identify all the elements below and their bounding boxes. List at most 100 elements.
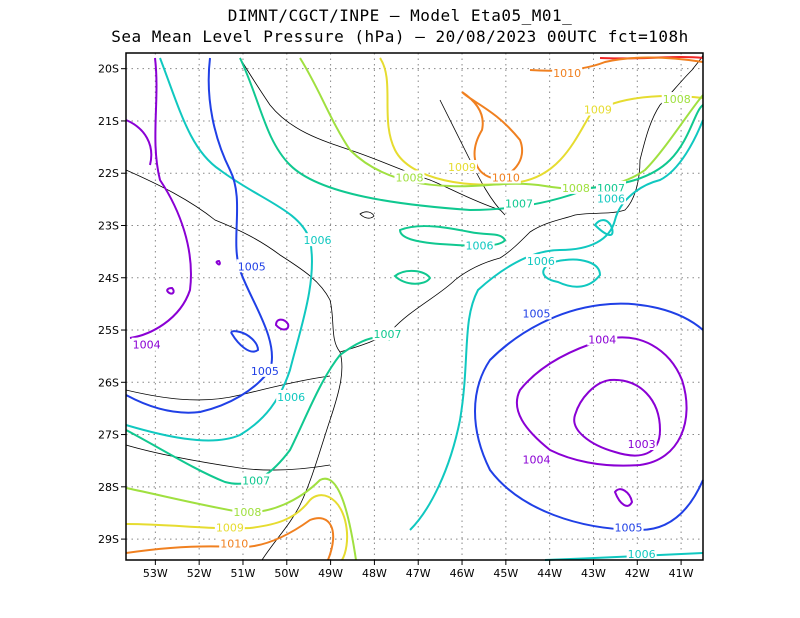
coastline-segment: [439, 99, 506, 216]
map-frame: [125, 52, 704, 561]
isobar-1004: [613, 488, 634, 507]
isobar-1006: [544, 552, 704, 561]
contour-label-bg: [560, 180, 591, 194]
contour-label: 1005: [523, 307, 551, 320]
contour-label: 1005: [615, 522, 643, 535]
contour-label: 1005: [251, 365, 279, 378]
contour-label: 1008: [395, 171, 423, 184]
contour-label: 1006: [277, 391, 305, 404]
contour-label-bg: [587, 332, 618, 346]
coastline-segment: [359, 211, 375, 219]
x-tick-label: 49W: [318, 567, 343, 580]
contour-label: 1007: [374, 328, 402, 341]
isobar-1009: [125, 494, 349, 561]
isobar-1007: [125, 336, 391, 485]
contour-label-bg: [552, 65, 583, 79]
contour-label: 1009: [584, 103, 612, 116]
contour-label-bg: [582, 102, 613, 116]
contour-label-bg: [521, 452, 552, 466]
y-tick-label: 28S: [98, 481, 119, 494]
isobar-1004: [274, 318, 290, 331]
isobar-1007: [239, 57, 704, 212]
isobar-1010: [125, 517, 335, 561]
contour-label: 1006: [527, 255, 555, 268]
x-tick-label: 41W: [669, 567, 694, 580]
coastline: [125, 54, 704, 561]
y-tick-label: 25S: [98, 324, 119, 337]
coastline-segment: [261, 351, 343, 561]
x-tick-label: 48W: [362, 567, 387, 580]
contour-label-bg: [131, 337, 162, 351]
x-tick-label: 53W: [143, 567, 168, 580]
contour-label: 1006: [597, 192, 625, 205]
contour-label: 1006: [303, 234, 331, 247]
map-subtitle: Sea Mean Level Pressure (hPa) – 20/08/20…: [111, 27, 689, 46]
y-tick-label: 27S: [98, 429, 119, 442]
contour-label-bg: [249, 363, 280, 377]
contour-label-bg: [661, 92, 692, 106]
contour-label-bg: [236, 259, 267, 273]
x-tick-label: 45W: [493, 567, 518, 580]
contour-label-bg: [464, 238, 495, 252]
isobar-1005: [230, 330, 260, 353]
contour-label: 1005: [238, 260, 266, 273]
isobar-1008: [299, 57, 704, 190]
contour-label: 1003: [628, 438, 656, 451]
y-tick-label: 20S: [98, 63, 119, 76]
x-tick-label: 47W: [406, 567, 431, 580]
contour-label-bg: [613, 520, 644, 534]
isobar-1004: [166, 286, 175, 295]
contour-label-bg: [595, 180, 626, 194]
y-tick-label: 21S: [98, 115, 119, 128]
isobar-1004: [515, 336, 688, 467]
coastline-segment: [125, 444, 331, 471]
contour-label: 1010: [220, 537, 248, 550]
x-tick-label: 44W: [537, 567, 562, 580]
contour-label-bg: [521, 306, 552, 320]
x-tick-label: 52W: [187, 567, 212, 580]
y-tick-label: 29S: [98, 533, 119, 546]
contour-label: 1009: [216, 522, 244, 535]
isobar-1008: [125, 477, 357, 561]
contour-labels: 1010 1008 1009 1008 1009 1010 1007 1008 1007 1006…: [131, 65, 692, 561]
lat-lon-grid: [126, 53, 703, 560]
map-title: DIMNT/CGCT/INPE – Model Eta05_M01_: [227, 6, 573, 25]
isobar-1004: [129, 57, 192, 339]
x-tick-label: 46W: [450, 567, 475, 580]
contour-label-bg: [302, 233, 333, 247]
contour-label: 1008: [562, 182, 590, 195]
y-tick-label: 26S: [98, 376, 119, 389]
contour-label: 1004: [523, 454, 551, 467]
y-tick-label: 24S: [98, 272, 119, 285]
isobar-1006: [409, 119, 704, 531]
contour-label: 1010: [553, 67, 581, 80]
isobar-1007: [398, 225, 507, 247]
contour-label-bg: [503, 196, 534, 210]
x-tick-label: 43W: [581, 567, 606, 580]
contour-label-bg: [219, 536, 250, 550]
contour-label: 1007: [505, 198, 533, 211]
contour-label: 1006: [466, 239, 494, 252]
contour-label-bg: [626, 546, 657, 560]
isobar-1007: [393, 270, 432, 285]
contour-label-bg: [490, 170, 521, 184]
y-tick-label: 23S: [98, 219, 119, 232]
contour-label-bg: [241, 473, 272, 487]
isobar-1006: [593, 219, 614, 236]
contour-label-bg: [372, 327, 403, 341]
contour-label: 1008: [233, 506, 261, 519]
isobar-1003: [573, 378, 662, 457]
contour-label: 1008: [663, 93, 691, 106]
axis-ticks: 53W 52W 51W 50W 49W 48W 47W 46W 45W 44W 43W 42W 41W 2…: [98, 63, 694, 580]
contour-label-bg: [447, 159, 478, 173]
contour-label-bg: [276, 389, 307, 403]
contour-label: 1010: [492, 171, 520, 184]
contour-label: 1006: [628, 548, 656, 561]
contour-label: 1007: [242, 475, 270, 488]
contour-label-bg: [232, 504, 263, 518]
isobar-1004: [125, 119, 153, 166]
contour-label-bg: [214, 520, 245, 534]
contour-label-bg: [525, 254, 556, 268]
isobar-1006: [125, 57, 313, 442]
